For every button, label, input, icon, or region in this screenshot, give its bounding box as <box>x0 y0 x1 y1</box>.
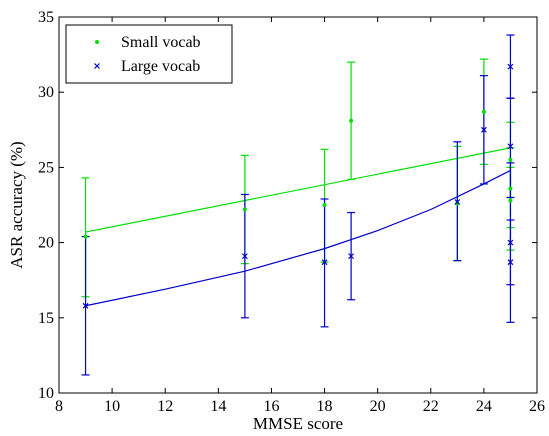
y-tick-label: 20 <box>38 235 54 252</box>
x-tick-label: 16 <box>263 398 279 415</box>
x-tick-label: 12 <box>157 398 173 415</box>
x-tick-label: 26 <box>529 398 545 415</box>
legend-marker-dot <box>95 40 99 44</box>
legend-label: Large vocab <box>121 58 200 75</box>
data-point-dot <box>508 158 512 162</box>
x-tick-label: 10 <box>104 398 120 415</box>
x-tick-label: 18 <box>317 398 333 415</box>
data-point-dot <box>349 119 353 123</box>
x-tick-label: 24 <box>476 398 492 415</box>
y-tick-label: 15 <box>38 310 54 327</box>
x-tick-label: 20 <box>370 398 386 415</box>
y-tick-label: 35 <box>38 9 54 26</box>
y-tick-label: 25 <box>38 159 54 176</box>
x-tick-label: 8 <box>55 398 63 415</box>
data-point-dot <box>482 110 486 114</box>
data-point-dot <box>508 186 512 190</box>
data-point-dot <box>508 198 512 202</box>
data-point-dot <box>84 235 88 239</box>
y-axis-label: ASR accuracy (%) <box>7 141 26 268</box>
y-tick-label: 10 <box>38 385 54 402</box>
legend-label: Small vocab <box>121 34 201 51</box>
y-tick-label: 30 <box>38 84 54 101</box>
x-tick-label: 14 <box>210 398 226 415</box>
x-tick-label: 22 <box>423 398 439 415</box>
legend: Small vocab Large vocab <box>66 25 232 83</box>
x-axis-label: MMSE score <box>253 414 343 433</box>
data-point-dot <box>323 203 327 207</box>
data-point-dot <box>243 208 247 212</box>
